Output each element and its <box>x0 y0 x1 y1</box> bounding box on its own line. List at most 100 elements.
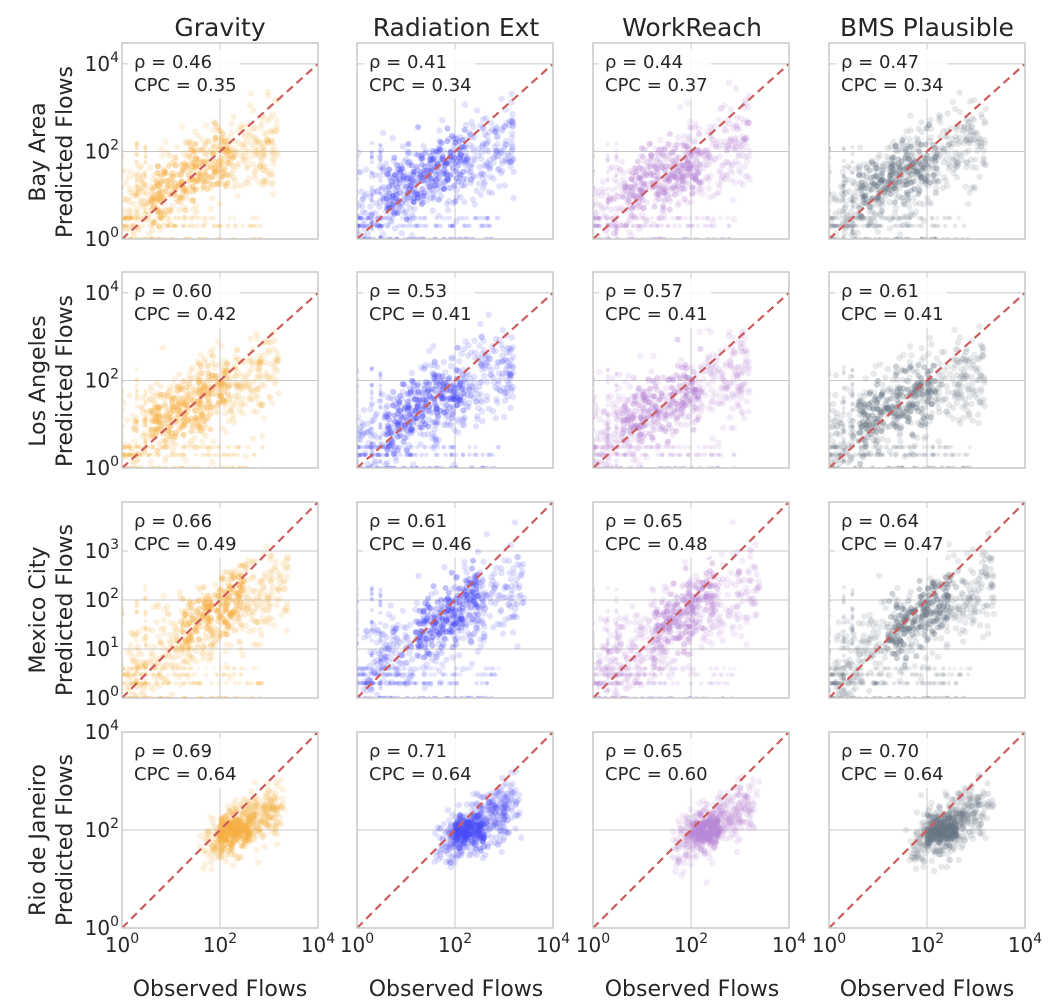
scatter-point <box>137 177 145 184</box>
scatter-point <box>918 161 925 168</box>
scatter-point <box>152 426 159 433</box>
scatter-point <box>419 215 424 221</box>
scatter-point <box>848 223 853 229</box>
scatter-point <box>897 178 904 185</box>
scatter-point <box>175 411 182 418</box>
scatter-point <box>613 225 620 232</box>
scatter-point <box>198 185 206 193</box>
scatter-point <box>434 150 441 157</box>
scatter-point <box>674 215 680 221</box>
scatter-point <box>379 183 387 191</box>
scatter-point <box>207 184 214 192</box>
scatter-point <box>439 153 446 160</box>
scatter-point <box>478 333 485 341</box>
scatter-point <box>249 435 257 442</box>
scatter-point <box>122 223 127 229</box>
scatter-point <box>605 153 610 158</box>
scatter-point <box>192 128 199 135</box>
scatter-point <box>923 177 931 184</box>
scatter-point <box>688 184 696 191</box>
scatter-point <box>188 146 195 153</box>
scatter-point <box>711 156 718 163</box>
scatter-point <box>908 152 915 160</box>
scatter-point <box>265 349 272 356</box>
scatter-point <box>943 182 951 189</box>
scatter-point <box>469 196 477 203</box>
scatter-point <box>269 179 277 186</box>
scatter-point <box>134 159 139 164</box>
scatter-point <box>423 192 431 199</box>
scatter-point <box>885 156 892 164</box>
scatter-point <box>256 363 263 370</box>
scatter-point <box>977 135 984 143</box>
scatter-point <box>123 223 128 229</box>
scatter-point <box>887 173 894 180</box>
scatter-point <box>937 113 944 121</box>
panel-frame <box>356 271 554 469</box>
scatter-point <box>891 161 898 169</box>
scatter-point <box>887 186 895 193</box>
scatter-point <box>885 177 892 184</box>
scatter-point <box>169 202 176 210</box>
scatter-point <box>357 223 361 229</box>
scatter-point <box>137 444 143 450</box>
scatter-point <box>223 378 230 385</box>
scatter-point <box>369 448 374 453</box>
scatter-point <box>918 175 925 182</box>
scatter-point <box>273 116 280 124</box>
scatter-point <box>678 215 683 221</box>
scatter-point <box>737 169 744 176</box>
scatter-point <box>259 400 266 408</box>
scatter-point <box>932 159 939 167</box>
scatter-point <box>241 143 248 150</box>
scatter-point <box>419 154 426 161</box>
scatter-point <box>264 139 271 146</box>
scatter-point <box>966 119 973 126</box>
scatter-point <box>425 423 432 430</box>
scatter-point <box>643 181 650 188</box>
scatter-point <box>383 222 391 229</box>
scatter-point <box>217 393 224 401</box>
scatter-point <box>695 125 703 132</box>
scatter-point <box>139 433 146 440</box>
scatter-point <box>368 212 375 219</box>
scatter-point <box>657 214 664 222</box>
scatter-point <box>362 223 368 229</box>
scatter-point <box>383 215 388 221</box>
scatter-point <box>417 215 422 221</box>
scatter-point <box>480 223 485 229</box>
scatter-point <box>681 178 688 185</box>
scatter-point <box>616 182 624 189</box>
scatter-point <box>648 152 655 159</box>
scatter-point <box>379 391 386 398</box>
scatter-point <box>137 175 144 183</box>
scatter-point <box>660 202 667 209</box>
scatter-point <box>926 137 933 145</box>
scatter-point <box>238 373 246 380</box>
scatter-point <box>877 223 882 229</box>
scatter-point <box>183 153 191 160</box>
scatter-point <box>211 164 218 171</box>
scatter-point <box>165 431 172 439</box>
scatter-point <box>399 206 406 213</box>
scatter-point <box>364 444 370 450</box>
scatter-point <box>630 215 635 221</box>
scatter-point <box>493 125 500 133</box>
scatter-point <box>482 146 490 154</box>
scatter-point <box>462 121 470 129</box>
scatter-point <box>404 390 411 397</box>
scatter-point <box>217 223 223 229</box>
scatter-point <box>154 223 160 229</box>
scatter-point <box>599 185 606 193</box>
scatter-point <box>400 438 407 445</box>
scatter-point <box>852 193 860 200</box>
scatter-point <box>463 371 470 379</box>
scatter-point <box>155 208 162 215</box>
scatter-point <box>709 223 715 229</box>
scatter-point <box>735 160 742 167</box>
scatter-point <box>903 213 911 220</box>
scatter-point <box>661 166 668 173</box>
scatter-point <box>450 404 458 412</box>
scatter-point <box>681 195 688 203</box>
